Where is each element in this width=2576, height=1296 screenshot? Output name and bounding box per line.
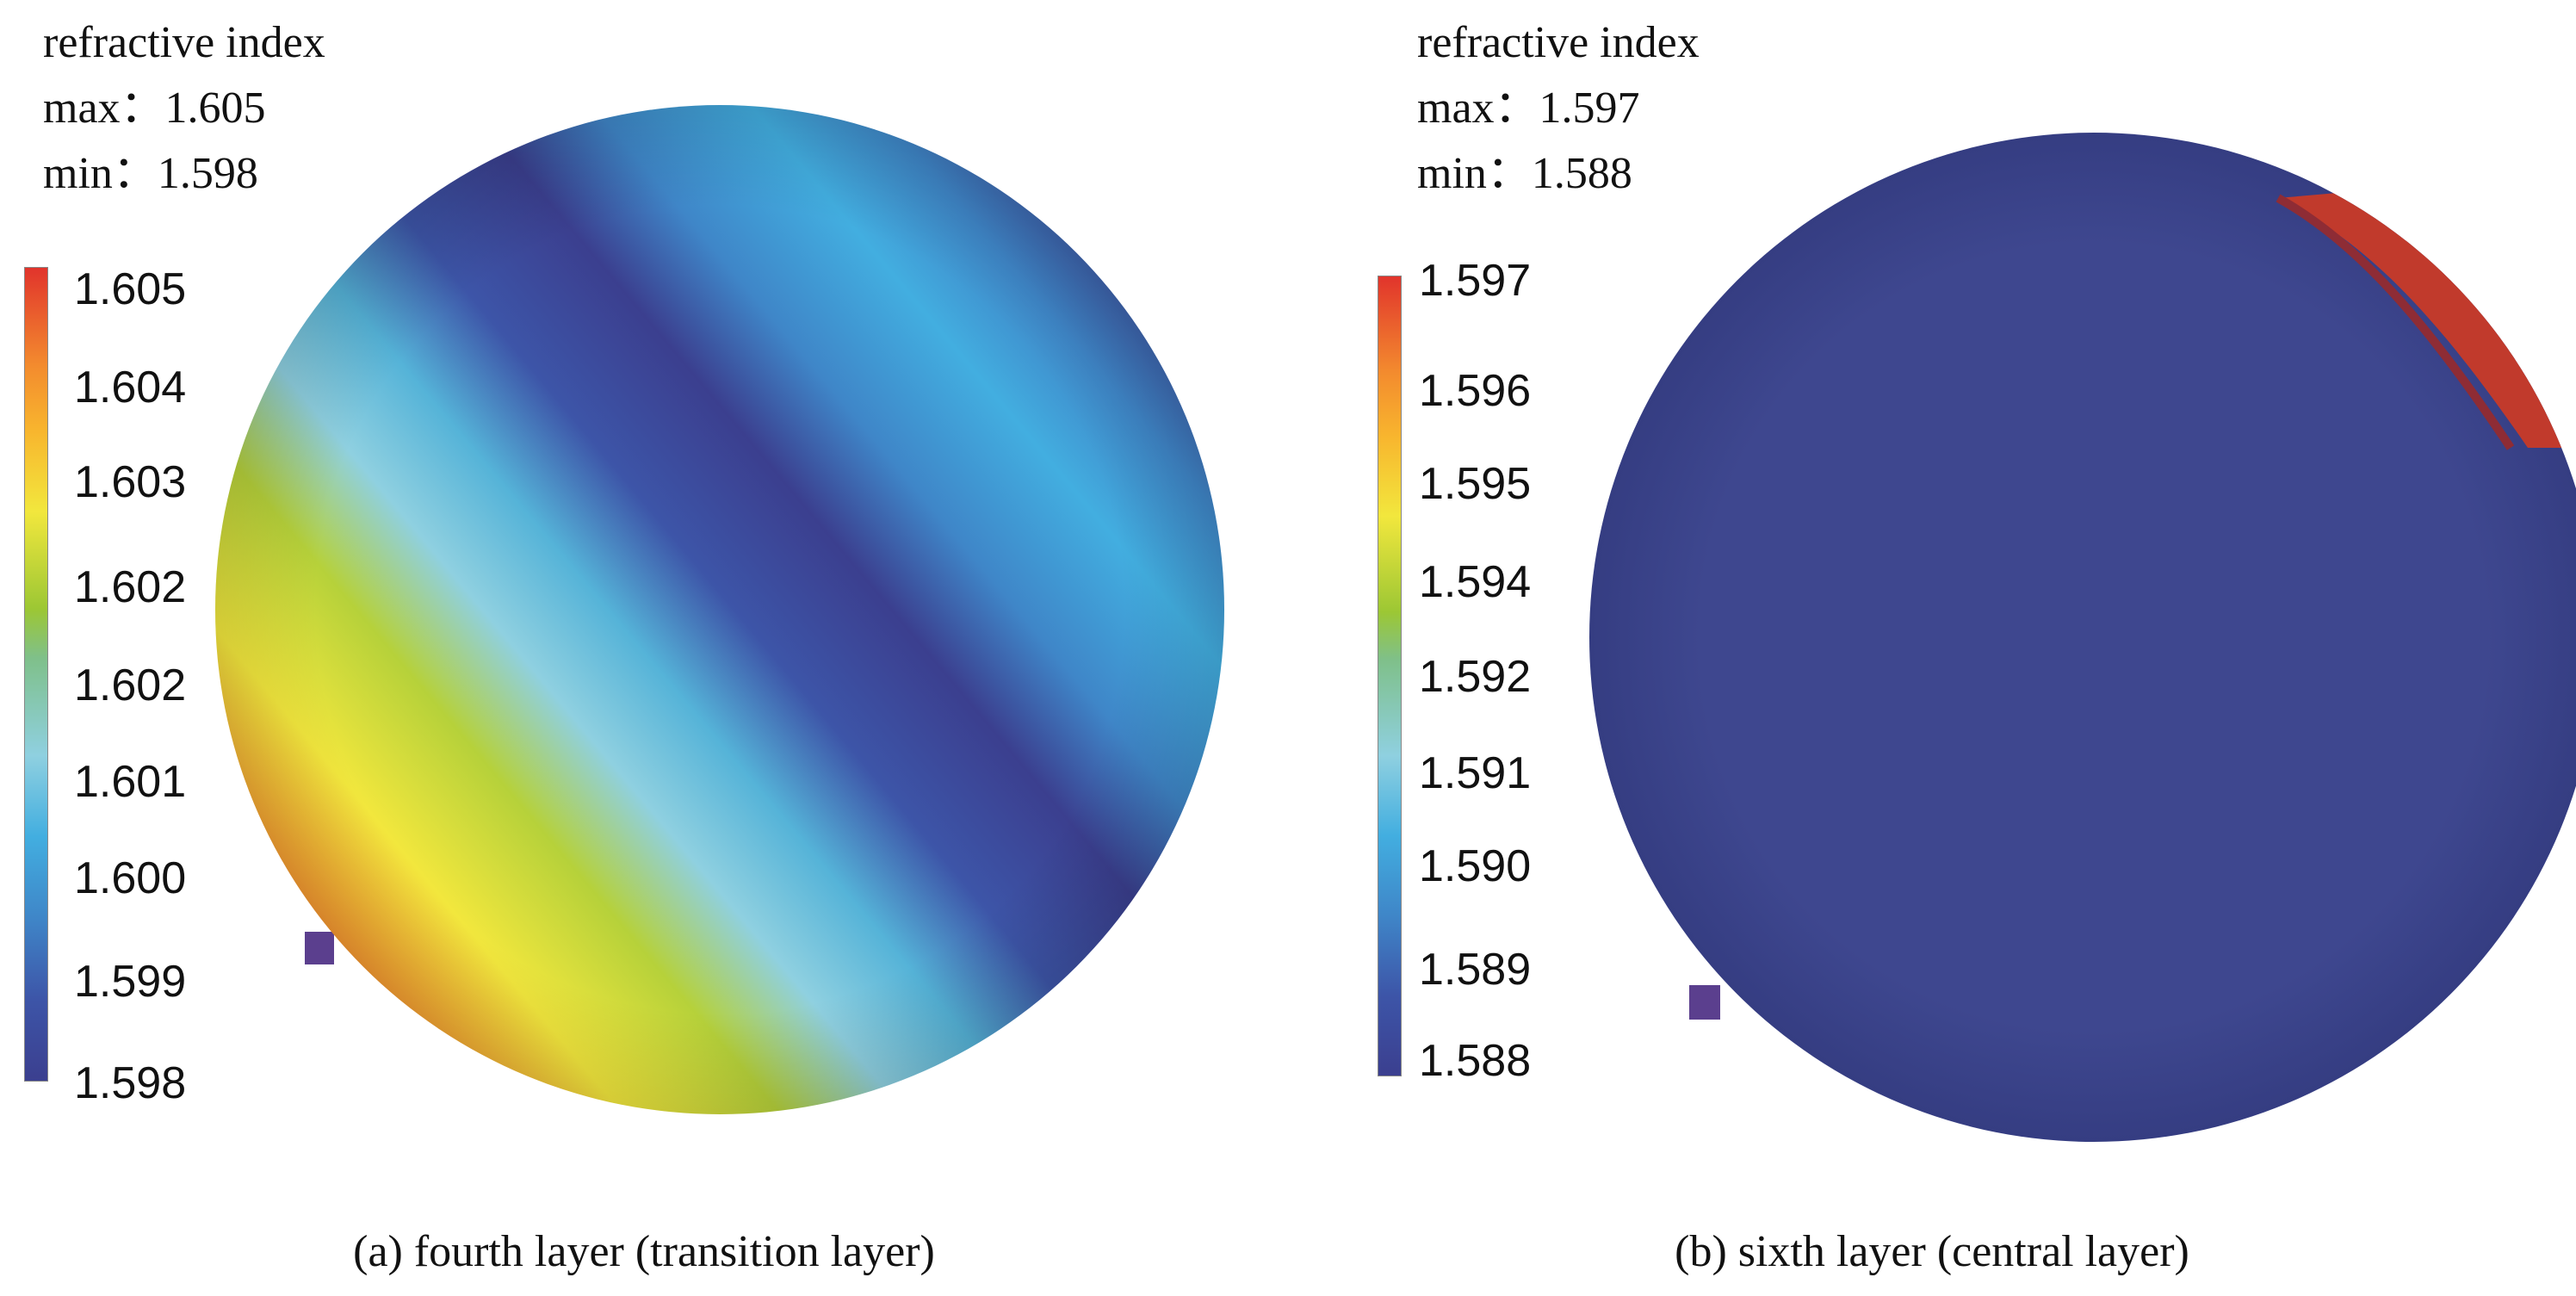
panel-b-colorbar-tick: 1.590 [1419,841,1532,891]
panel-a-caption: (a) fourth layer (transition layer) [353,1227,935,1276]
panel-a-sphere-tab [305,932,334,964]
panel-b-min-label: min：1.588 [1417,149,1632,198]
panel-b-colorbar-tick: 1.592 [1419,652,1532,702]
panel-a-colorbar-tick: 1.604 [74,363,187,412]
panel-a-sphere-plot [215,105,1224,1114]
panel-a-colorbar-tick: 1.599 [74,957,187,1007]
panel-a-colorbar-tick: 1.602 [74,562,187,612]
panel-a-colorbar-tick: 1.601 [74,757,187,807]
panel-a-colorbar-tick: 1.598 [74,1058,187,1108]
panel-b-colorbar-tick: 1.588 [1419,1036,1532,1086]
panel-b-sphere-surface [1589,133,2576,1142]
panel-a-max-label: max：1.605 [43,84,266,133]
panel-b: refractive index max：1.597 min：1.588 1.5… [1288,0,2576,1296]
panel-a-colorbar-tick: 1.605 [74,264,187,314]
panel-b-sphere-tab [1689,985,1720,1020]
panel-a-colorbar [24,267,48,1082]
panel-a-colorbar-tick: 1.602 [74,660,187,710]
panel-a-sphere-surface [215,105,1224,1114]
panel-b-colorbar-tick: 1.589 [1419,945,1532,995]
panel-a: refractive index max：1.605 min：1.598 1.6… [24,18,1224,1276]
panel-a-colorbar-tick: 1.603 [74,457,187,507]
panel-a-min-label: min：1.598 [43,149,258,198]
panel-a-header-title: refractive index [43,18,325,67]
panel-b-colorbar-tick: 1.596 [1419,366,1532,416]
panel-b-colorbar-tick: 1.597 [1419,256,1532,306]
panel-b-caption: (b) sixth layer (central layer) [1675,1227,2189,1276]
panel-b-header-title: refractive index [1417,18,1700,67]
panel-b-colorbar-tick: 1.591 [1419,748,1532,798]
panel-b-colorbar-tick: 1.594 [1419,557,1532,607]
panel-b-sphere-plot [1589,133,2576,1142]
panel-a-colorbar-tick: 1.600 [74,853,187,903]
panel-b-colorbar [1378,276,1402,1076]
panel-b-colorbar-tick: 1.595 [1419,459,1532,509]
panel-b-max-label: max：1.597 [1417,84,1640,133]
